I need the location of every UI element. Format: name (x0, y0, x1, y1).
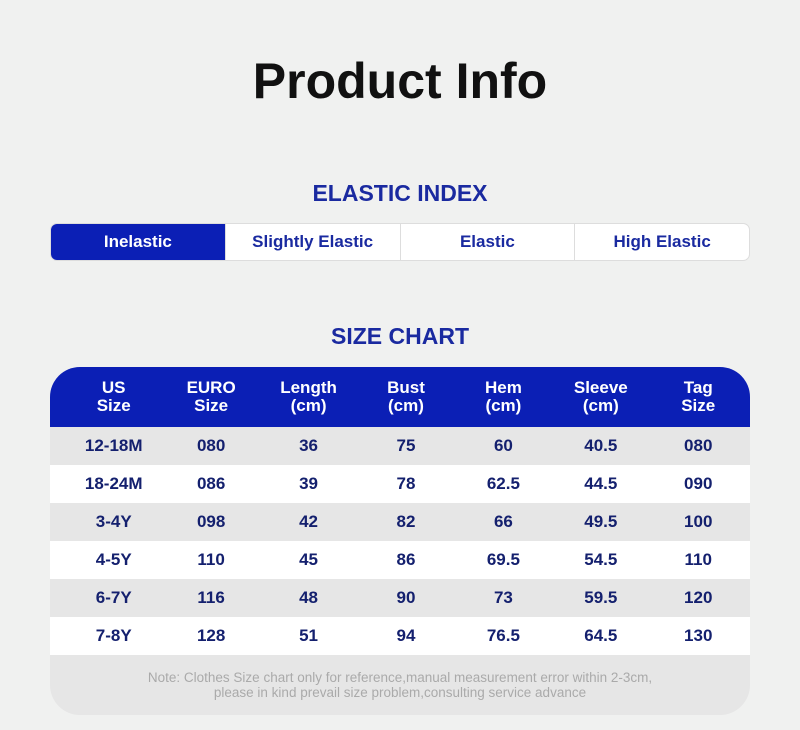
table-row: 7-8Y 128 51 94 76.5 64.5 130 (50, 617, 750, 655)
column-header: Sleeve (cm) (552, 379, 649, 415)
table-cell: 090 (684, 474, 713, 493)
table-cell: 54.5 (584, 550, 618, 569)
header-line: Tag (683, 378, 713, 397)
table-cell: 75 (396, 436, 416, 455)
header-line: (cm) (290, 396, 327, 415)
section-title: ELASTIC INDEX (312, 180, 488, 206)
table-header: US Size EURO Size Length (cm) Bust (cm) Hem (cm) S… (50, 367, 750, 427)
table-cell: 130 (684, 626, 713, 645)
table-cell: 73 (493, 588, 513, 607)
table-cell: 12-18M (84, 436, 143, 455)
table-cell: 36 (299, 436, 319, 455)
table-cell: 6-7Y (95, 588, 132, 607)
table-row: 18-24M 086 39 78 62.5 44.5 090 (50, 465, 750, 503)
table-cell: 120 (684, 588, 713, 607)
table-cell: 128 (196, 626, 226, 645)
table-cell: 49.5 (584, 512, 618, 531)
header-line: (cm) (485, 396, 522, 415)
table-cell: 90 (396, 588, 416, 607)
section-title: SIZE CHART (331, 323, 469, 349)
note-line: Note: Clothes Size chart only for refere… (147, 670, 653, 685)
table-cell: 59.5 (584, 588, 618, 607)
table-cell: 42 (299, 512, 319, 531)
table-cell: 45 (299, 550, 319, 569)
size-table: US Size EURO Size Length (cm) Bust (cm) Hem (cm) S… (50, 367, 750, 715)
note: Note: Clothes Size chart only for refere… (50, 655, 750, 715)
table-row: 6-7Y 116 48 90 73 59.5 120 (50, 579, 750, 617)
elastic-option[interactable]: Inelastic (51, 224, 225, 260)
table-cell: 40.5 (584, 436, 618, 455)
table-row: 12-18M 080 36 75 60 40.5 080 (50, 427, 750, 465)
header-line: Length (280, 378, 337, 397)
table-cell: 110 (197, 550, 225, 569)
table-cell: 7-8Y (95, 626, 132, 645)
table-cell: 4-5Y (95, 550, 132, 569)
column-header: US Size (65, 379, 162, 415)
header-line: (cm) (582, 396, 619, 415)
table-cell: 110 (684, 550, 712, 569)
table-cell: 3-4Y (95, 512, 132, 531)
table-cell: 69.5 (486, 550, 520, 569)
table-cell: 76.5 (486, 626, 520, 645)
header-line: Sleeve (573, 378, 628, 397)
table-cell: 64.5 (584, 626, 618, 645)
table-cell: 78 (396, 474, 416, 493)
header-line: (cm) (388, 396, 424, 415)
column-header: Hem (cm) (455, 379, 552, 415)
column-header: EURO Size (162, 379, 259, 415)
table-cell: 098 (196, 512, 226, 531)
table-cell: 86 (396, 550, 416, 569)
table-row: 4-5Y 110 45 86 69.5 54.5 110 (50, 541, 750, 579)
column-header: Tag Size (650, 379, 747, 415)
elastic-option[interactable]: Elastic (399, 224, 575, 260)
table-cell: 51 (299, 626, 319, 645)
table-cell: 086 (196, 474, 226, 493)
elastic-selector: Inelastic Slightly Elastic Elastic High Ela… (50, 223, 750, 261)
table-row: 3-4Y 098 42 82 66 49.5 100 (50, 503, 750, 541)
elastic-option[interactable]: Slightly Elastic (224, 224, 400, 260)
table-cell: 62.5 (486, 474, 520, 493)
elastic-option[interactable]: High Elastic (574, 224, 749, 260)
table-cell: 48 (299, 588, 319, 607)
header-line: Hem (484, 378, 522, 397)
table-cell: 18-24M (84, 474, 143, 493)
table-cell: 60 (493, 436, 513, 455)
table-cell: 82 (396, 512, 416, 531)
header-line: Size (96, 396, 131, 415)
table-cell: 116 (197, 588, 225, 607)
header-line: Size (681, 396, 716, 415)
header-line: Size (194, 396, 229, 415)
header-line: US (101, 378, 126, 397)
table-cell: 94 (396, 626, 416, 645)
note-line: please in kind prevail size problem,cons… (213, 685, 587, 700)
table-cell: 080 (196, 436, 226, 455)
header-line: Bust (387, 378, 425, 397)
table-cell: 66 (493, 512, 513, 531)
column-header: Bust (cm) (357, 379, 454, 415)
page-title: Product Info (252, 53, 548, 109)
column-header: Length (cm) (260, 379, 357, 415)
table-cell: 39 (299, 474, 319, 493)
table-cell: 100 (684, 512, 713, 531)
header-line: EURO (186, 378, 236, 397)
table-cell: 44.5 (584, 474, 618, 493)
table-cell: 080 (684, 436, 713, 455)
